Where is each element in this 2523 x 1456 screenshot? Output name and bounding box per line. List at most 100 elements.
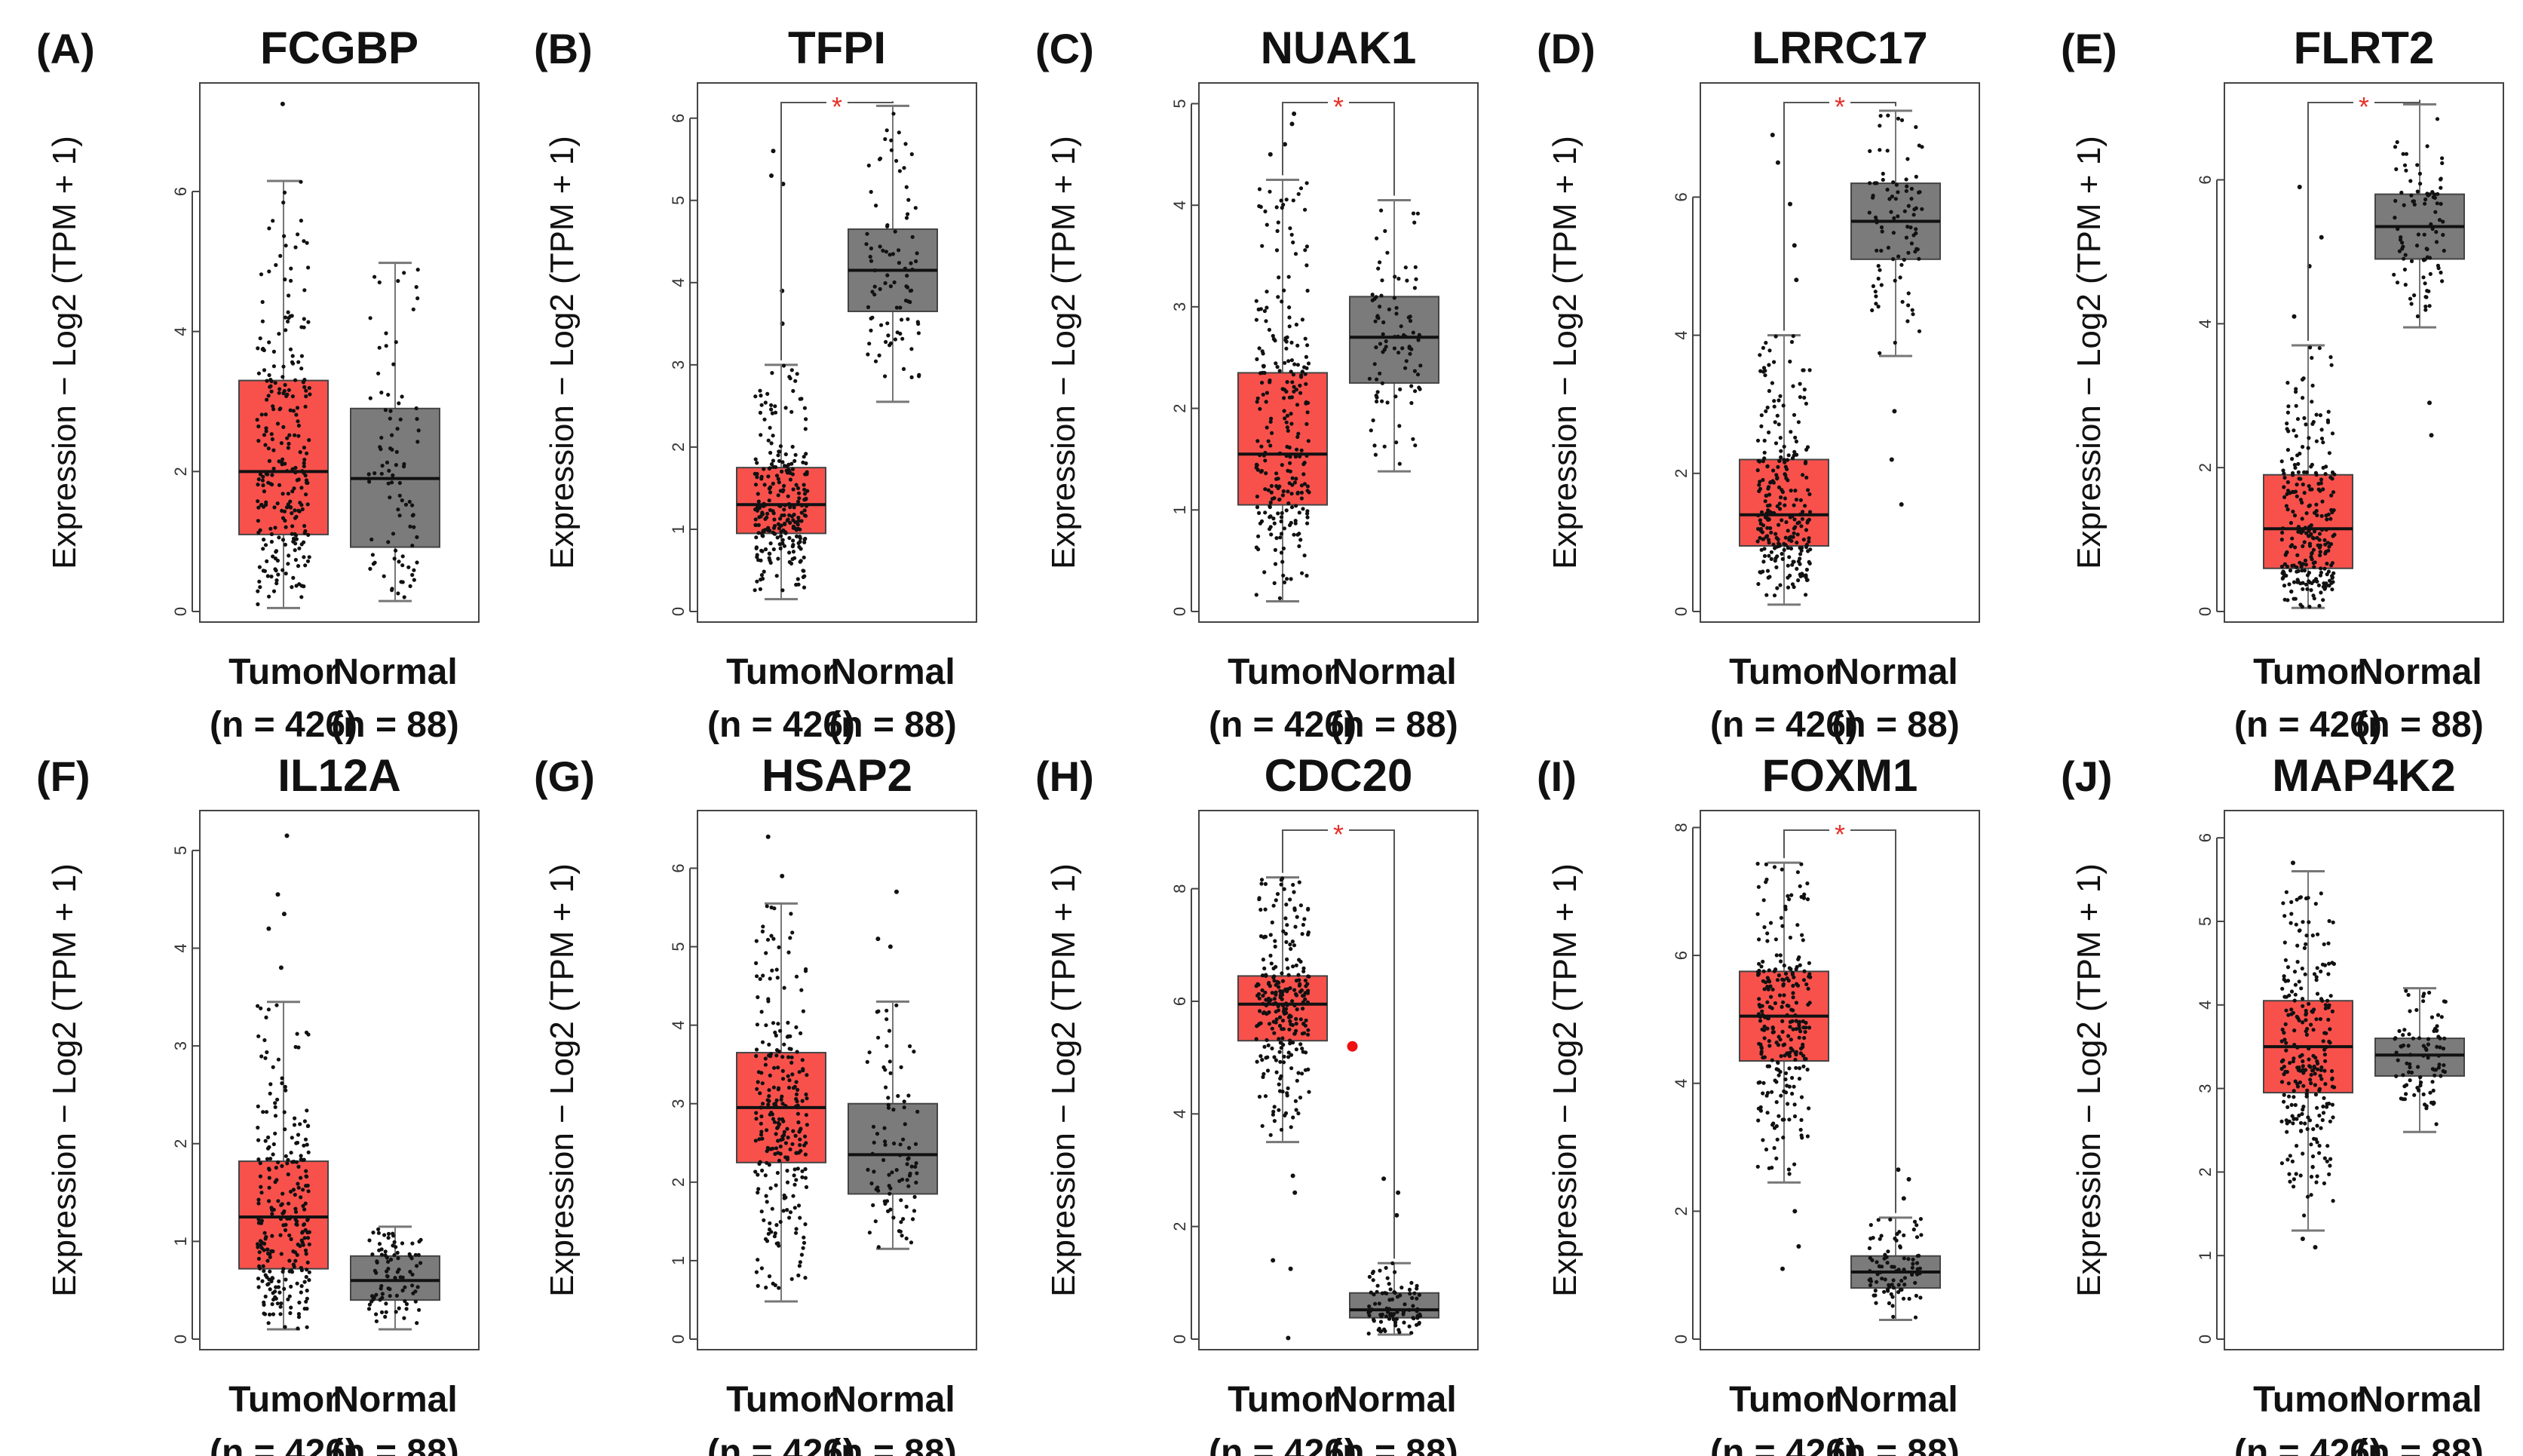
data-point bbox=[1765, 1111, 1770, 1115]
data-point bbox=[2282, 1031, 2286, 1035]
data-point bbox=[388, 495, 392, 500]
data-point bbox=[270, 1212, 274, 1216]
y-tick-label: 5 bbox=[669, 942, 688, 951]
data-point bbox=[1760, 1027, 1764, 1031]
data-point bbox=[2292, 428, 2296, 433]
data-point bbox=[2319, 437, 2325, 441]
outlier-point bbox=[1271, 1258, 1276, 1263]
data-point bbox=[1804, 545, 1809, 550]
data-point bbox=[256, 1197, 261, 1202]
data-point bbox=[2324, 513, 2328, 518]
data-point bbox=[1283, 1113, 1287, 1117]
data-point bbox=[789, 1055, 794, 1059]
data-point bbox=[2309, 588, 2313, 593]
data-point bbox=[780, 1094, 784, 1099]
data-point bbox=[1905, 319, 1910, 323]
data-point bbox=[1876, 305, 1881, 309]
data-point bbox=[783, 522, 787, 526]
data-point bbox=[1257, 346, 1262, 351]
data-point bbox=[1764, 877, 1769, 882]
data-point bbox=[270, 437, 274, 442]
data-point bbox=[1799, 548, 1804, 553]
data-point bbox=[267, 226, 271, 231]
data-point bbox=[276, 572, 281, 577]
normal-n-label: (n = 88) bbox=[1832, 705, 1959, 745]
highlight-dot bbox=[1347, 1041, 1358, 1052]
data-point bbox=[805, 1123, 809, 1127]
data-point bbox=[759, 477, 764, 481]
data-point bbox=[263, 1294, 268, 1299]
data-point bbox=[792, 1167, 797, 1172]
y-tick-label: 6 bbox=[1672, 951, 1691, 960]
data-point bbox=[1775, 1137, 1780, 1142]
data-point bbox=[256, 1277, 261, 1281]
data-point bbox=[1283, 360, 1287, 365]
data-point bbox=[1371, 418, 1375, 423]
data-point bbox=[306, 1032, 311, 1037]
data-point bbox=[267, 594, 271, 599]
data-point bbox=[1777, 1114, 1781, 1118]
data-point bbox=[776, 1139, 780, 1143]
data-point bbox=[258, 472, 263, 477]
data-point bbox=[2304, 1008, 2308, 1013]
data-point bbox=[382, 574, 386, 578]
data-point bbox=[2393, 1036, 2398, 1041]
data-point bbox=[1879, 283, 1884, 287]
data-point bbox=[1390, 1297, 1395, 1301]
data-point bbox=[1868, 181, 1872, 185]
data-point bbox=[2301, 1064, 2305, 1068]
data-point bbox=[1790, 456, 1795, 461]
data-point bbox=[305, 1218, 310, 1222]
data-point bbox=[1376, 266, 1381, 271]
normal-label: Normal bbox=[333, 652, 457, 692]
data-point bbox=[898, 305, 903, 310]
data-point bbox=[1370, 1271, 1375, 1275]
data-point bbox=[396, 1256, 400, 1261]
gene-title: FCGBP bbox=[260, 23, 418, 73]
data-point bbox=[1768, 921, 1773, 925]
data-point bbox=[275, 501, 280, 506]
data-point bbox=[1265, 290, 1269, 294]
data-point bbox=[397, 401, 401, 406]
data-point bbox=[885, 273, 890, 277]
data-point bbox=[2280, 571, 2285, 575]
data-point bbox=[1798, 1029, 1803, 1034]
data-point bbox=[1805, 1134, 1810, 1139]
tumor-label: Tumor bbox=[2253, 1380, 2363, 1420]
data-point bbox=[1909, 241, 1914, 246]
data-point bbox=[758, 410, 762, 415]
data-point bbox=[906, 1093, 911, 1098]
data-point bbox=[302, 446, 306, 450]
data-point bbox=[2424, 295, 2429, 299]
data-point bbox=[1294, 963, 1298, 967]
data-point bbox=[415, 296, 420, 301]
data-point bbox=[890, 1170, 894, 1175]
data-point bbox=[894, 158, 899, 163]
data-point bbox=[762, 417, 767, 421]
data-point bbox=[902, 1099, 906, 1104]
data-point bbox=[1899, 118, 1905, 122]
data-point bbox=[2314, 439, 2319, 443]
data-point bbox=[295, 478, 299, 483]
data-point bbox=[267, 458, 271, 464]
data-point bbox=[1887, 1285, 1892, 1289]
data-point bbox=[2399, 235, 2403, 240]
data-point bbox=[2433, 210, 2438, 214]
tumor-label: Tumor bbox=[2253, 652, 2363, 692]
data-point bbox=[1902, 257, 1906, 262]
data-point bbox=[274, 262, 278, 268]
data-point bbox=[1289, 340, 1294, 345]
data-point bbox=[377, 1242, 382, 1246]
data-point bbox=[1280, 971, 1284, 976]
data-point bbox=[1786, 563, 1790, 568]
data-point bbox=[765, 1145, 770, 1150]
tumor-box bbox=[2263, 474, 2353, 569]
data-point bbox=[884, 339, 888, 345]
panel-label: (A) bbox=[36, 25, 95, 72]
data-point bbox=[1274, 205, 1279, 210]
normal-n-label: (n = 88) bbox=[2356, 1433, 2483, 1456]
data-point bbox=[269, 532, 274, 537]
data-point bbox=[1261, 958, 1265, 962]
